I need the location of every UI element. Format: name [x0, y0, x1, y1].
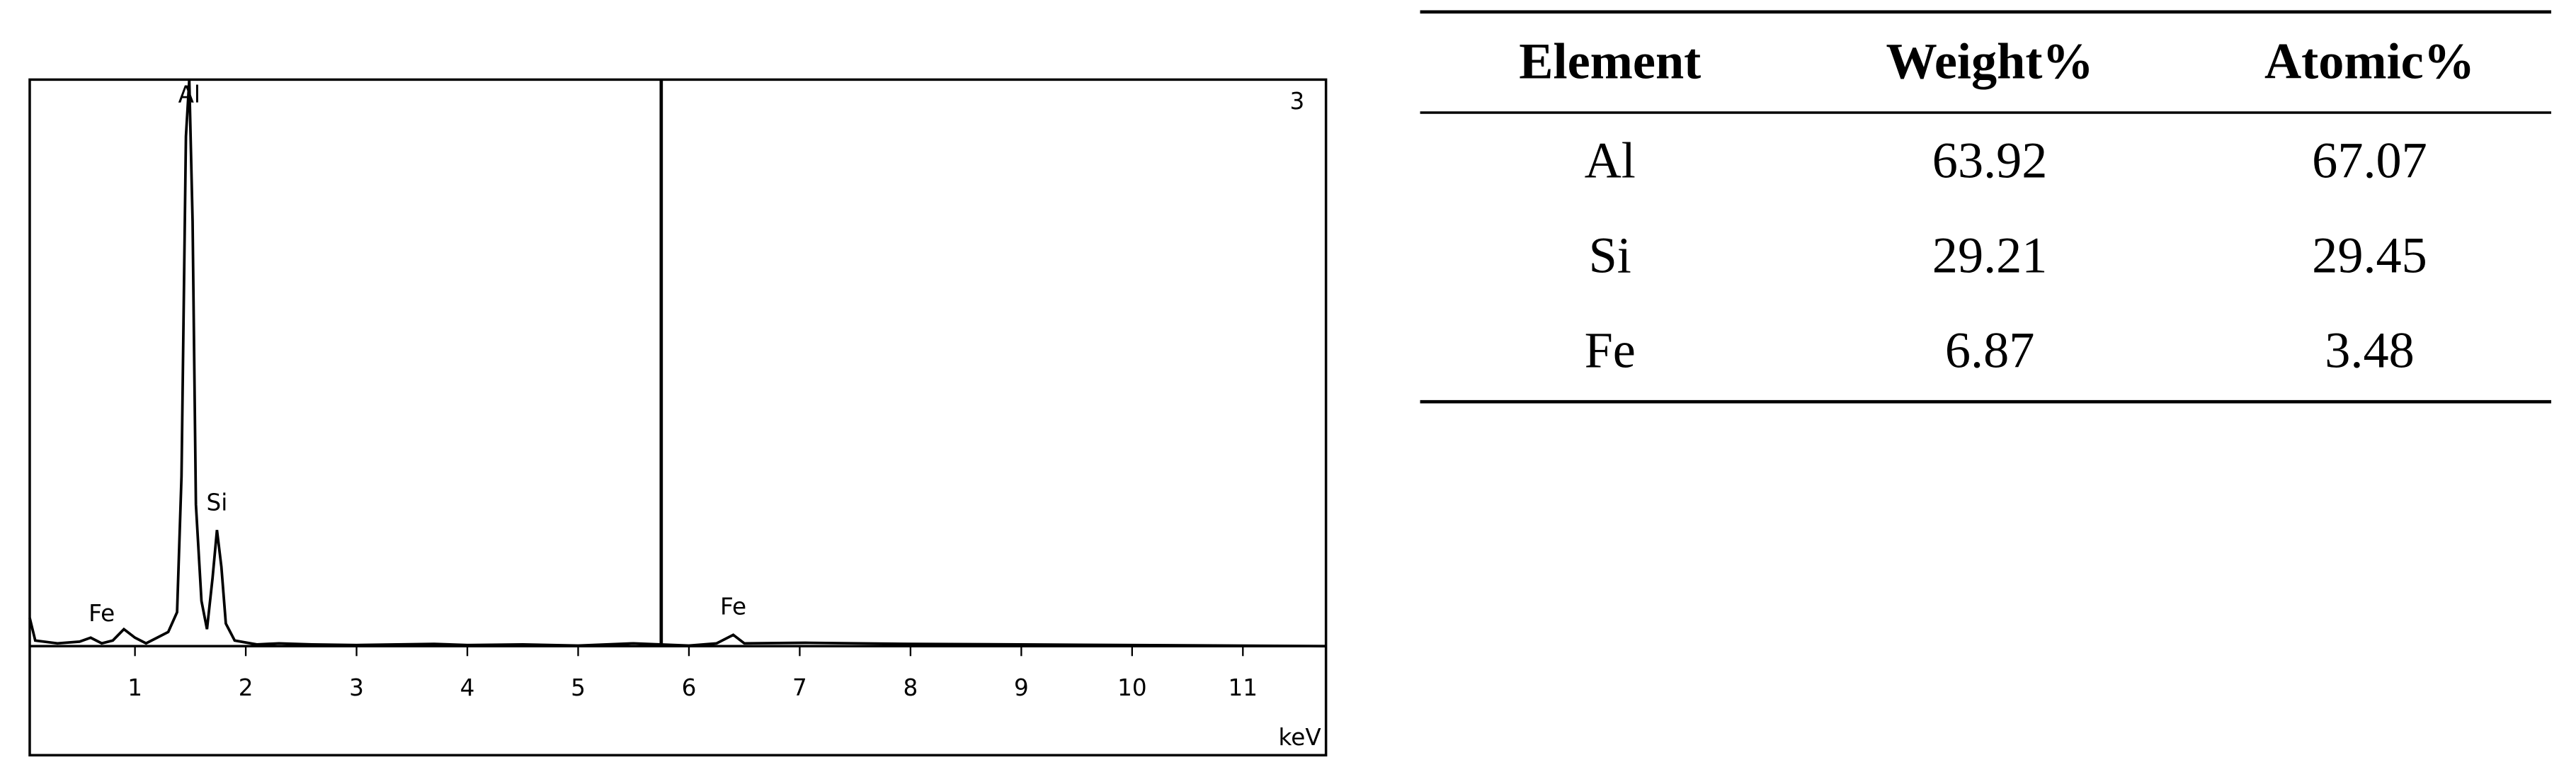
- spectrum-number: 3: [1290, 88, 1305, 115]
- x-tick-label: 5: [571, 674, 586, 701]
- peak-label: Fe: [720, 594, 746, 620]
- table-cell: Al: [1585, 132, 1636, 188]
- spectrum-line: [28, 79, 1326, 648]
- table-header: Weight%: [1886, 33, 2094, 89]
- peak-label: Si: [207, 489, 228, 516]
- table-cell: 63.92: [1932, 132, 2048, 188]
- table-cell: Fe: [1585, 322, 1636, 378]
- table-cell: 67.07: [2312, 132, 2427, 188]
- x-tick-label: 3: [349, 674, 364, 701]
- peak-label: Al: [178, 81, 200, 108]
- table-cell: 3.48: [2325, 322, 2415, 378]
- x-tick-label: 6: [682, 674, 697, 701]
- peak-label: Fe: [89, 600, 115, 627]
- table-cell: 6.87: [1945, 322, 2035, 378]
- plot-frame: [28, 78, 1328, 756]
- x-tick-label: 10: [1117, 674, 1147, 701]
- table-cell: Si: [1589, 227, 1631, 283]
- table-header: Element: [1519, 33, 1701, 89]
- x-tick-label: 2: [239, 674, 253, 701]
- x-tick-label: 7: [792, 674, 807, 701]
- table-cell: 29.21: [1932, 227, 2048, 283]
- x-tick-label: 1: [127, 674, 142, 701]
- x-tick-label: 8: [904, 674, 918, 701]
- table-header: Atomic%: [2264, 33, 2475, 89]
- x-tick-label: 9: [1014, 674, 1029, 701]
- x-axis-unit: keV: [1279, 724, 1322, 751]
- x-tick-label: 11: [1229, 674, 1258, 701]
- table-cell: 29.45: [2312, 227, 2427, 283]
- x-tick-label: 4: [460, 674, 475, 701]
